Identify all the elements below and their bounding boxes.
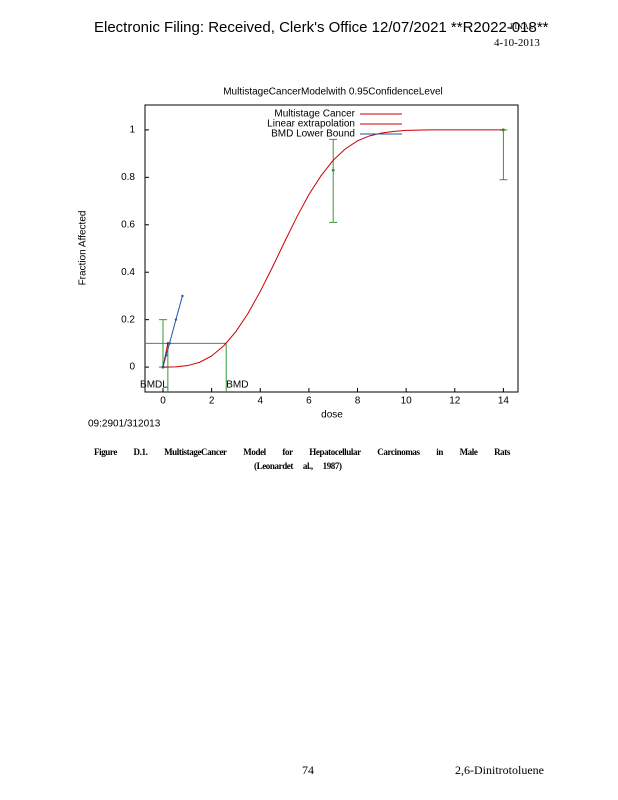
legend-label: Linear extrapolation <box>267 119 355 130</box>
legend-label: Multistage Cancer <box>274 109 355 120</box>
x-tick-label: 10 <box>401 396 413 407</box>
y-tick-label: 1 <box>129 125 135 136</box>
y-tick-label: 0.6 <box>121 219 135 230</box>
caption-word: Male <box>459 447 478 457</box>
x-tick-label: 12 <box>449 396 461 407</box>
x-tick-label: 4 <box>257 396 263 407</box>
caption-word: Hepatocellular <box>309 447 361 457</box>
chemical-name: 2,6-Dinitrotoluene <box>455 763 544 777</box>
y-axis-label: Fraction Affected <box>78 211 89 286</box>
series-point <box>164 354 168 357</box>
x-tick-label: 6 <box>306 396 312 407</box>
y-tick-label: 0 <box>129 362 135 373</box>
series-line <box>162 295 183 368</box>
caption-word: for <box>282 447 293 457</box>
x-tick-label: 2 <box>209 396 215 407</box>
bmd-label: BMD <box>226 380 248 391</box>
caption-citation: (Leonardet al., 1987) <box>254 461 342 471</box>
plot-frame <box>144 104 519 393</box>
caption: Figure D.1. MultistageCancer Model for Hepato… <box>94 447 510 457</box>
series-point <box>166 342 170 345</box>
series-point <box>181 294 184 298</box>
observed-point <box>331 168 335 172</box>
page-number: 74 <box>302 763 314 777</box>
series-point <box>161 365 165 369</box>
bmdl-label: BMDL <box>140 380 168 391</box>
status: FINAL <box>510 22 534 31</box>
caption-word: MultistageCancer <box>164 447 227 457</box>
caption-word: Model <box>243 447 266 457</box>
series-point <box>168 342 171 345</box>
caption-word: Rats <box>494 447 510 457</box>
series-point <box>174 318 178 321</box>
chart: MultistageCancerModelwith 0.95Confidence… <box>78 87 519 430</box>
x-tick-label: 14 <box>498 396 510 407</box>
y-tick-label: 0.4 <box>121 267 135 278</box>
x-axis-label: dose <box>321 410 343 421</box>
date: 4-10-2013 <box>494 37 540 49</box>
chart-title: MultistageCancerModelwith 0.95Confidence… <box>223 87 443 98</box>
caption-word: D.1. <box>133 447 148 457</box>
y-tick-label: 0.8 <box>121 172 135 183</box>
series-line <box>162 129 504 368</box>
run-stamp: 09:2901/312013 <box>88 419 161 430</box>
caption-word: Carcinomas <box>377 447 420 457</box>
caption-word: in <box>436 447 443 457</box>
x-tick-label: 0 <box>160 396 166 407</box>
caption-word: Figure <box>94 447 117 457</box>
y-tick-label: 0.2 <box>121 314 135 325</box>
filing-header: Electronic Filing: Received, Clerk's Off… <box>94 19 549 36</box>
x-tick-label: 8 <box>355 396 361 407</box>
legend-label: BMD Lower Bound <box>271 129 355 140</box>
